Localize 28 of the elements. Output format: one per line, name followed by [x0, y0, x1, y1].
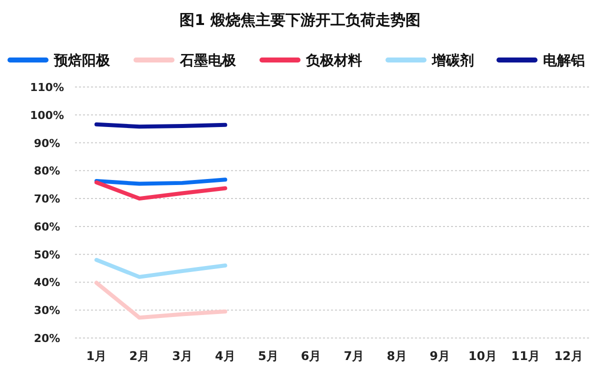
x-tick-label: 7月: [344, 349, 364, 363]
x-tick-label: 3月: [172, 349, 192, 363]
y-tick-label: 40%: [34, 276, 60, 290]
x-tick-label: 4月: [215, 349, 236, 363]
y-tick-label: 80%: [34, 164, 60, 178]
x-tick-label: 5月: [258, 349, 278, 363]
x-tick-label: 1月: [86, 349, 107, 363]
y-tick-label: 100%: [30, 108, 64, 122]
x-tick-label: 9月: [430, 349, 450, 363]
x-tick-label: 8月: [386, 349, 408, 363]
x-tick-label: 6月: [300, 349, 322, 363]
legend-label: 增碳剂: [431, 52, 474, 69]
y-tick-label: 70%: [34, 192, 60, 206]
x-tick-label: 2月: [129, 349, 150, 363]
legend-label: 预焙阳极: [53, 53, 111, 69]
y-tick-label: 30%: [34, 304, 60, 318]
x-tick-label: 10月: [468, 349, 498, 363]
chart-title: 图1 煅烧焦主要下游开工负荷走势图: [180, 11, 420, 29]
legend-label: 负极材料: [305, 53, 362, 69]
y-tick-label: 110%: [30, 81, 64, 94]
x-tick-label: 11月: [511, 349, 540, 363]
y-tick-label: 50%: [34, 248, 60, 262]
x-tick-label: 12月: [554, 349, 583, 363]
legend-label: 电解铝: [543, 53, 585, 69]
y-tick-label: 20%: [34, 332, 60, 345]
y-tick-label: 90%: [34, 136, 60, 150]
legend-label: 石墨电极: [179, 53, 237, 69]
y-tick-label: 60%: [34, 220, 60, 234]
